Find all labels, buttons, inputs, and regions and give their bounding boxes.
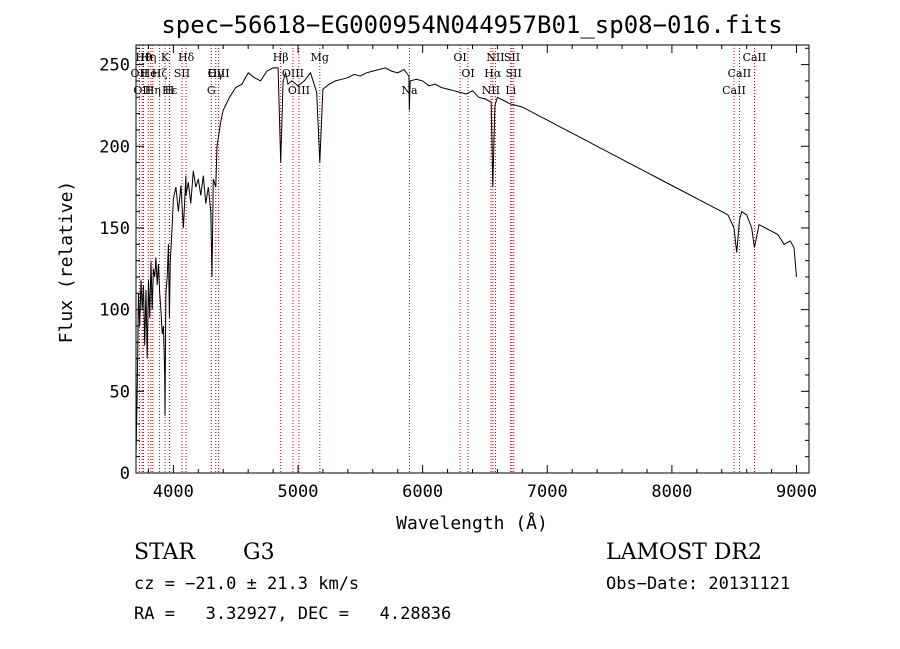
marker-label: OII <box>131 67 149 80</box>
marker-label: K <box>161 51 170 64</box>
marker-label: SII <box>504 51 520 64</box>
y-tick-label: 100 <box>99 301 130 321</box>
marker-label: Hθ <box>135 51 152 64</box>
marker-label: Hζ <box>152 67 168 80</box>
y-tick-label: 50 <box>110 382 130 402</box>
marker-label: Hε <box>162 84 178 97</box>
x-tick-label: 5000 <box>278 482 319 502</box>
marker-label: Hγ <box>208 67 225 80</box>
y-axis-title: Flux (relative) <box>56 181 77 344</box>
x-tick-label: 6000 <box>402 482 443 502</box>
spectrum-line <box>135 67 797 457</box>
marker-label: SII <box>506 67 522 80</box>
marker-label: SII <box>174 67 190 80</box>
marker-label: Li <box>505 84 516 97</box>
marker-label: OIII <box>288 84 310 97</box>
x-tick-label: 4000 <box>153 482 194 502</box>
marker-label: Hβ <box>273 51 289 64</box>
x-axis: 4000 5000 6000 7000 8000 9000 <box>147 45 817 502</box>
marker-label: NII <box>486 51 504 64</box>
marker-label: Hη <box>140 51 156 64</box>
marker-label: OI <box>453 51 466 64</box>
line-marker-labels: OIIOIIHθHηHeIHηHζKHHεSIIHδGHγOIIIHβOIIIO… <box>131 51 767 97</box>
redshift-cz: cz = −21.0 ± 21.3 km/s <box>134 574 360 594</box>
y-tick-label: 250 <box>99 56 130 76</box>
y-tick-label: 150 <box>99 219 130 239</box>
coordinates: RA = 3.32927, DEC = 4.28836 <box>134 604 452 624</box>
marker-label: H <box>165 84 175 97</box>
marker-label: OIII <box>282 67 304 80</box>
marker-label: Hη <box>145 84 161 97</box>
x-axis-title: Wavelength (Å) <box>396 512 548 534</box>
marker-label: CaII <box>728 67 752 80</box>
marker-label: Hδ <box>178 51 195 64</box>
survey-name: LAMOST DR2 <box>606 540 762 565</box>
y-axis: 0 50 100 150 200 250 <box>99 47 809 484</box>
x-tick-label: 9000 <box>776 482 817 502</box>
marker-label: Hα <box>484 67 502 80</box>
x-tick-label: 7000 <box>527 482 568 502</box>
marker-label: CaII <box>722 84 746 97</box>
y-tick-label: 200 <box>99 137 130 157</box>
marker-label: G <box>207 84 216 97</box>
marker-label: CaII <box>743 51 767 64</box>
marker-label: NII <box>482 84 500 97</box>
chart-title: spec−56618−EG000954N044957B01_sp08−016.f… <box>161 11 782 39</box>
observation-date: Obs−Date: 20131121 <box>606 574 791 594</box>
line-markers <box>138 45 755 473</box>
plot-frame <box>135 44 810 474</box>
marker-label: OI <box>461 67 474 80</box>
marker-label: Mg <box>311 51 329 64</box>
marker-label: OII <box>133 84 151 97</box>
marker-label: OIII <box>208 67 230 80</box>
y-tick-label: 0 <box>120 464 130 484</box>
x-tick-label: 8000 <box>651 482 692 502</box>
object-subclass: G3 <box>243 540 275 565</box>
object-class: STAR <box>134 540 195 565</box>
marker-label: HeI <box>141 67 161 80</box>
